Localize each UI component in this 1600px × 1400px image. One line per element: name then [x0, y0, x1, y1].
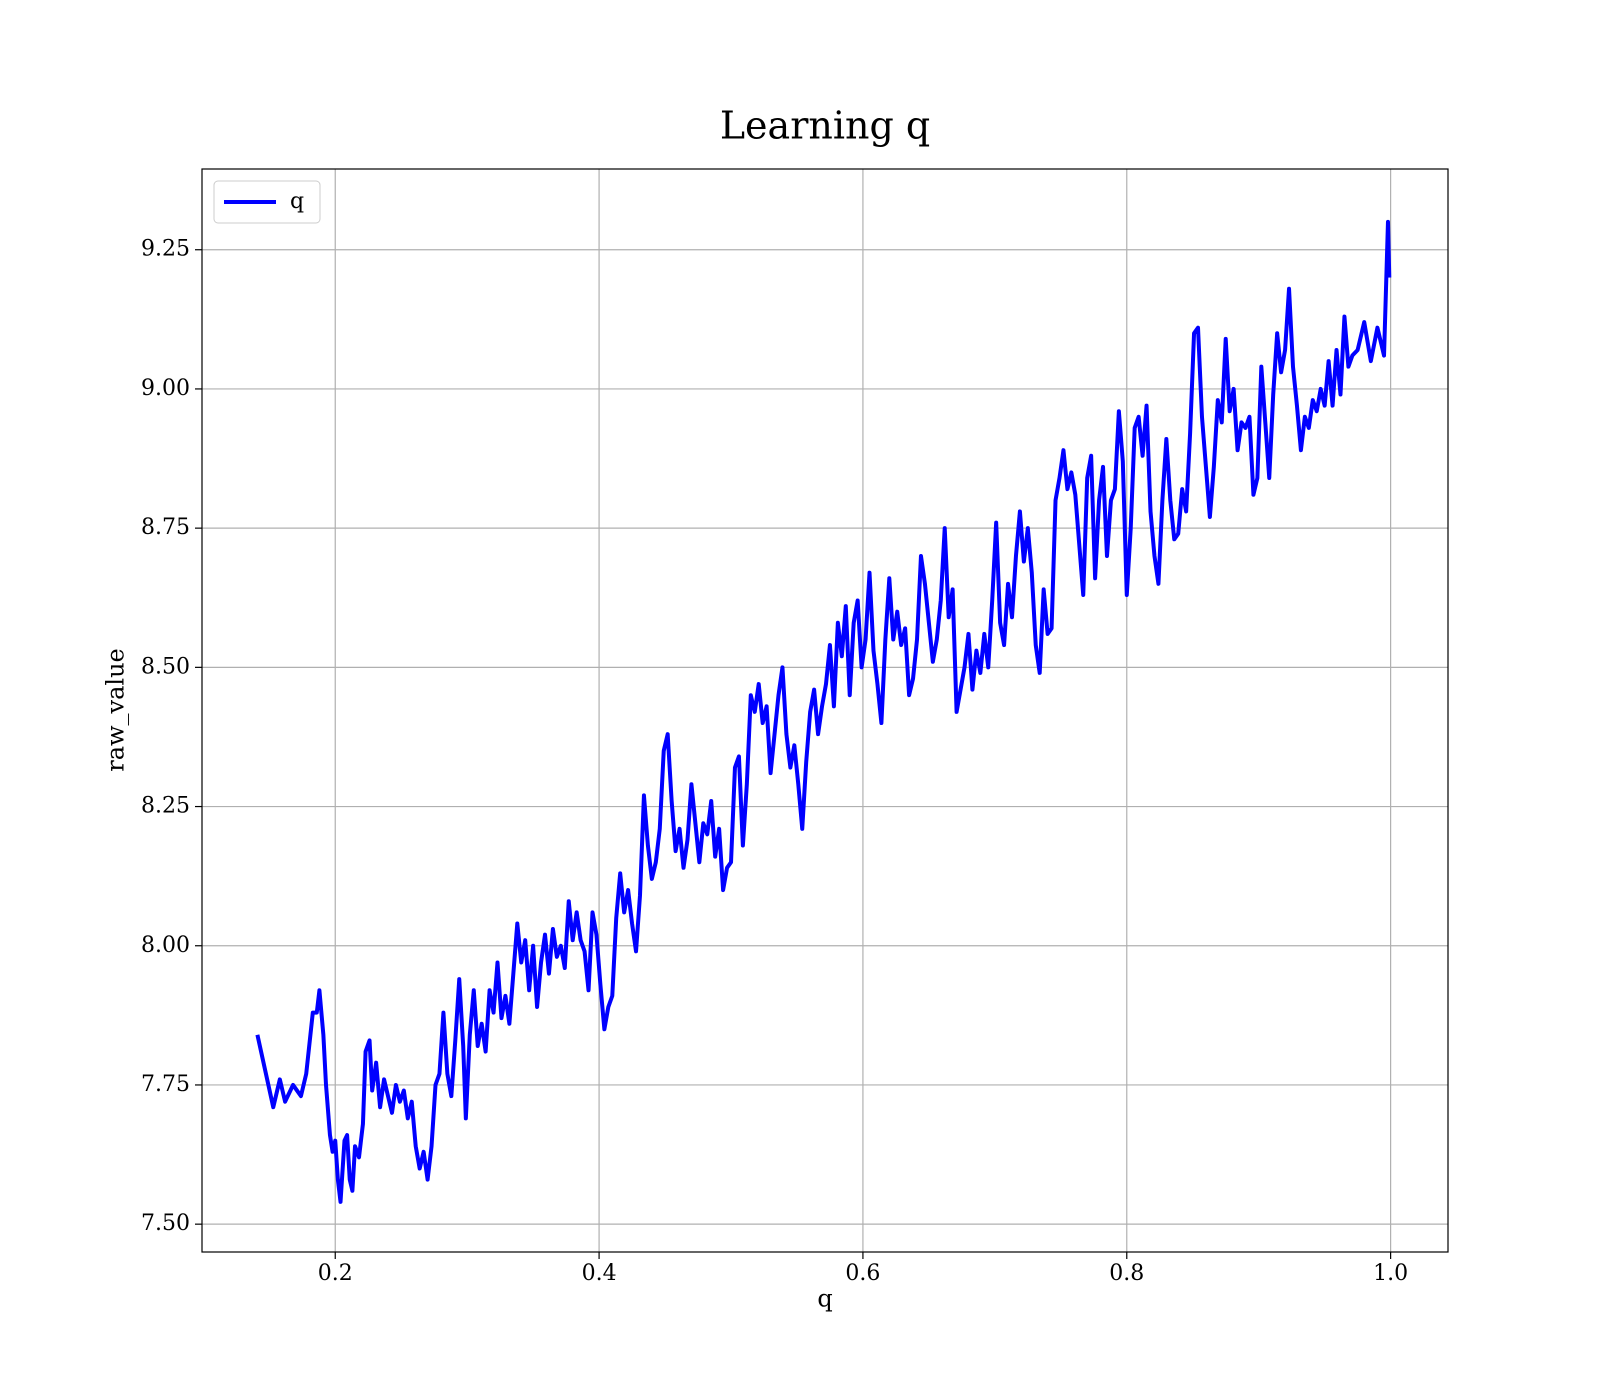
x-tick-label: 0.6	[845, 1261, 880, 1286]
y-tick-label: 8.25	[141, 794, 190, 819]
y-tick-label: 7.75	[141, 1072, 190, 1097]
x-tick-label: 1.0	[1373, 1261, 1408, 1286]
x-tick-label: 0.4	[582, 1261, 617, 1286]
y-tick-label: 9.25	[141, 237, 190, 262]
y-tick-label: 8.50	[141, 654, 190, 679]
y-tick-label: 8.00	[141, 933, 190, 958]
y-tick-label: 9.00	[141, 376, 190, 401]
data-line	[255, 219, 1392, 1204]
x-tick-label: 0.2	[318, 1261, 353, 1286]
chart-title: Learning q	[720, 104, 930, 148]
y-axis-label: raw_value	[102, 648, 130, 772]
y-tick-label: 7.50	[141, 1211, 190, 1236]
y-tick-label: 8.75	[141, 515, 190, 540]
legend-label: q	[290, 189, 304, 214]
x-axis-label: q	[817, 1285, 832, 1313]
x-tick-label: 0.8	[1109, 1261, 1144, 1286]
plot-frame	[201, 168, 1449, 1253]
